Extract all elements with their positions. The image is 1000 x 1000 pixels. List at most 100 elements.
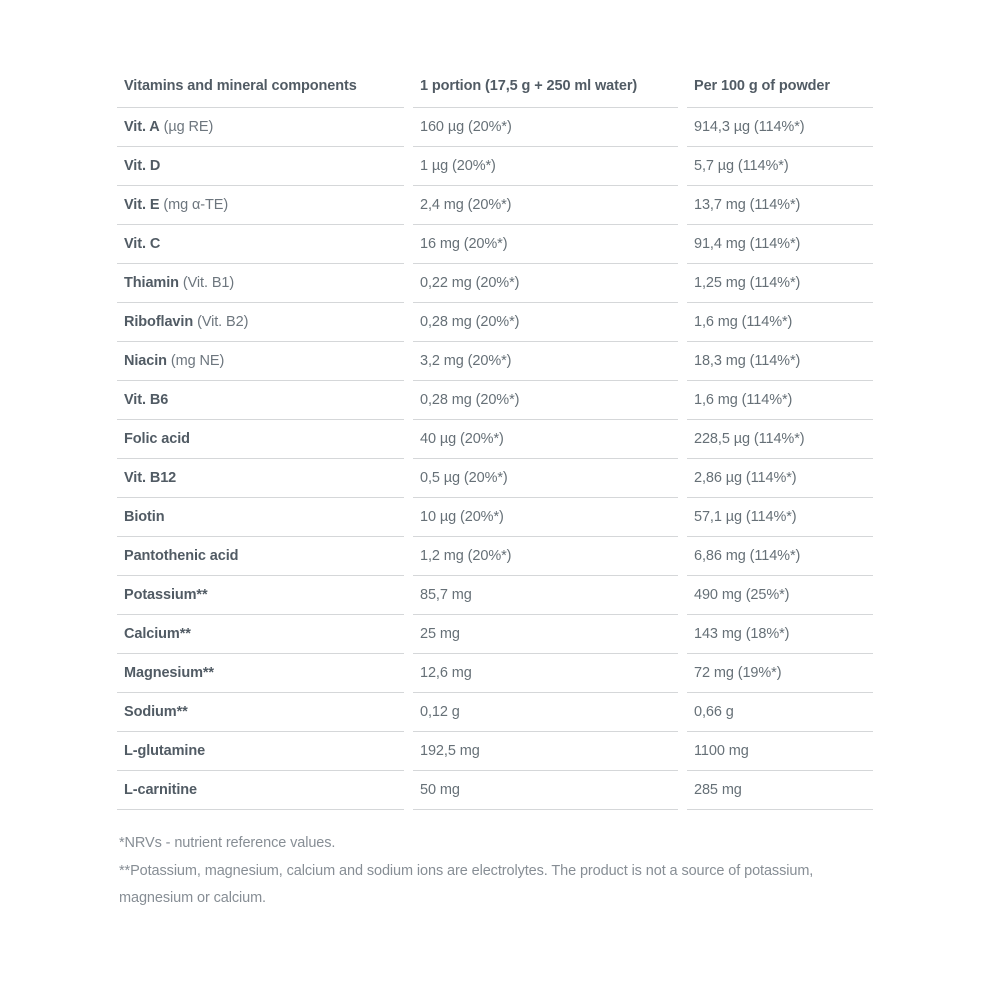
- column-header-per100g: Per 100 g of powder: [687, 64, 873, 108]
- table-header-row: Vitamins and mineral components 1 portio…: [117, 64, 873, 108]
- per100g-value-cell: 57,1 µg (114%*): [687, 498, 873, 537]
- table-row: Vit. D 1 µg (20%*) 5,7 µg (114%*): [117, 147, 873, 186]
- component-name: Vit. A: [124, 119, 160, 135]
- per100g-value-cell: 5,7 µg (114%*): [687, 147, 873, 186]
- portion-value-cell: 0,12 g: [413, 693, 678, 732]
- per100g-value-cell: 13,7 mg (114%*): [687, 186, 873, 225]
- table-row: Biotin 10 µg (20%*) 57,1 µg (114%*): [117, 498, 873, 537]
- per100g-value-cell: 228,5 µg (114%*): [687, 420, 873, 459]
- table-row: Riboflavin (Vit. B2) 0,28 mg (20%*) 1,6 m…: [117, 303, 873, 342]
- table-row: Vit. A (µg RE) 160 µg (20%*) 914,3 µg (11…: [117, 108, 873, 147]
- portion-value-cell: 40 µg (20%*): [413, 420, 678, 459]
- component-name: Magnesium**: [124, 665, 214, 681]
- component-name-cell: Magnesium**: [117, 654, 404, 693]
- component-name-cell: Vit. B6: [117, 381, 404, 420]
- portion-value-cell: 3,2 mg (20%*): [413, 342, 678, 381]
- per100g-value-cell: 1,25 mg (114%*): [687, 264, 873, 303]
- component-name-suffix: (Vit. B1): [182, 275, 235, 291]
- component-name-cell: Thiamin (Vit. B1): [117, 264, 404, 303]
- component-name-cell: Sodium**: [117, 693, 404, 732]
- per100g-value-cell: 0,66 g: [687, 693, 873, 732]
- portion-value-cell: 12,6 mg: [413, 654, 678, 693]
- column-header-components: Vitamins and mineral components: [117, 64, 404, 108]
- component-name: Biotin: [124, 509, 165, 525]
- component-name-cell: Folic acid: [117, 420, 404, 459]
- component-name: L-glutamine: [124, 743, 206, 759]
- component-name: Vit. E: [124, 197, 160, 213]
- footnote-nrv: *NRVs - nutrient reference values.: [119, 835, 336, 851]
- table-row: Calcium** 25 mg 143 mg (18%*): [117, 615, 873, 654]
- portion-value-cell: 50 mg: [413, 771, 678, 810]
- column-header-portion: 1 portion (17,5 g + 250 ml water): [413, 64, 678, 108]
- per100g-value-cell: 6,86 mg (114%*): [687, 537, 873, 576]
- footnote-electrolytes: **Potassium, magnesium, calcium and sodi…: [119, 863, 814, 906]
- table-row: Niacin (mg NE) 3,2 mg (20%*) 18,3 mg (114…: [117, 342, 873, 381]
- component-name: Vit. B12: [124, 470, 177, 486]
- footnotes: *NRVs - nutrient reference values. **Pot…: [108, 830, 882, 912]
- table-row: Vit. E (mg α-TE) 2,4 mg (20%*) 13,7 mg (1…: [117, 186, 873, 225]
- component-name-suffix: (µg RE): [163, 119, 214, 135]
- component-name-cell: Vit. B12: [117, 459, 404, 498]
- per100g-value-cell: 914,3 µg (114%*): [687, 108, 873, 147]
- portion-value-cell: 25 mg: [413, 615, 678, 654]
- per100g-value-cell: 1,6 mg (114%*): [687, 303, 873, 342]
- component-name-cell: L-glutamine: [117, 732, 404, 771]
- nutrition-table: Vitamins and mineral components 1 portio…: [108, 64, 882, 810]
- table-row: Potassium** 85,7 mg 490 mg (25%*): [117, 576, 873, 615]
- component-name-cell: Vit. C: [117, 225, 404, 264]
- per100g-value-cell: 1,6 mg (114%*): [687, 381, 873, 420]
- table-header: Vitamins and mineral components 1 portio…: [117, 64, 873, 108]
- table-row: L-carnitine 50 mg 285 mg: [117, 771, 873, 810]
- component-name: Potassium**: [124, 587, 208, 603]
- portion-value-cell: 16 mg (20%*): [413, 225, 678, 264]
- component-name-cell: Biotin: [117, 498, 404, 537]
- portion-value-cell: 192,5 mg: [413, 732, 678, 771]
- portion-value-cell: 0,22 mg (20%*): [413, 264, 678, 303]
- component-name: Folic acid: [124, 431, 190, 447]
- per100g-value-cell: 91,4 mg (114%*): [687, 225, 873, 264]
- component-name: Vit. C: [124, 236, 161, 252]
- portion-value-cell: 0,28 mg (20%*): [413, 303, 678, 342]
- component-name: Vit. D: [124, 158, 161, 174]
- component-name-cell: Niacin (mg NE): [117, 342, 404, 381]
- table-row: Vit. B6 0,28 mg (20%*) 1,6 mg (114%*): [117, 381, 873, 420]
- component-name-cell: Vit. A (µg RE): [117, 108, 404, 147]
- nutrition-facts-content: Vitamins and mineral components 1 portio…: [108, 64, 882, 913]
- portion-value-cell: 85,7 mg: [413, 576, 678, 615]
- component-name-suffix: (Vit. B2): [197, 314, 249, 330]
- component-name-cell: Vit. E (mg α-TE): [117, 186, 404, 225]
- component-name: Pantothenic acid: [124, 548, 239, 564]
- per100g-value-cell: 18,3 mg (114%*): [687, 342, 873, 381]
- per100g-value-cell: 2,86 µg (114%*): [687, 459, 873, 498]
- component-name-cell: Riboflavin (Vit. B2): [117, 303, 404, 342]
- portion-value-cell: 0,28 mg (20%*): [413, 381, 678, 420]
- portion-value-cell: 0,5 µg (20%*): [413, 459, 678, 498]
- portion-value-cell: 2,4 mg (20%*): [413, 186, 678, 225]
- table-row: Folic acid 40 µg (20%*) 228,5 µg (114%*): [117, 420, 873, 459]
- component-name-suffix: (mg NE): [170, 353, 225, 369]
- portion-value-cell: 160 µg (20%*): [413, 108, 678, 147]
- per100g-value-cell: 72 mg (19%*): [687, 654, 873, 693]
- component-name: Thiamin: [124, 275, 179, 291]
- component-name: Calcium**: [124, 626, 191, 642]
- component-name-suffix: (mg α-TE): [163, 197, 229, 213]
- component-name: Sodium**: [124, 704, 188, 720]
- component-name-cell: Calcium**: [117, 615, 404, 654]
- component-name: Riboflavin: [124, 314, 194, 330]
- per100g-value-cell: 1100 mg: [687, 732, 873, 771]
- component-name-cell: Pantothenic acid: [117, 537, 404, 576]
- table-row: Sodium** 0,12 g 0,66 g: [117, 693, 873, 732]
- table-row: Thiamin (Vit. B1) 0,22 mg (20%*) 1,25 mg …: [117, 264, 873, 303]
- portion-value-cell: 10 µg (20%*): [413, 498, 678, 537]
- component-name: Niacin: [124, 353, 167, 369]
- component-name-cell: Vit. D: [117, 147, 404, 186]
- per100g-value-cell: 285 mg: [687, 771, 873, 810]
- table-row: Vit. B12 0,5 µg (20%*) 2,86 µg (114%*): [117, 459, 873, 498]
- portion-value-cell: 1,2 mg (20%*): [413, 537, 678, 576]
- component-name-cell: Potassium**: [117, 576, 404, 615]
- per100g-value-cell: 143 mg (18%*): [687, 615, 873, 654]
- table-row: L-glutamine 192,5 mg 1100 mg: [117, 732, 873, 771]
- table-row: Vit. C 16 mg (20%*) 91,4 mg (114%*): [117, 225, 873, 264]
- per100g-value-cell: 490 mg (25%*): [687, 576, 873, 615]
